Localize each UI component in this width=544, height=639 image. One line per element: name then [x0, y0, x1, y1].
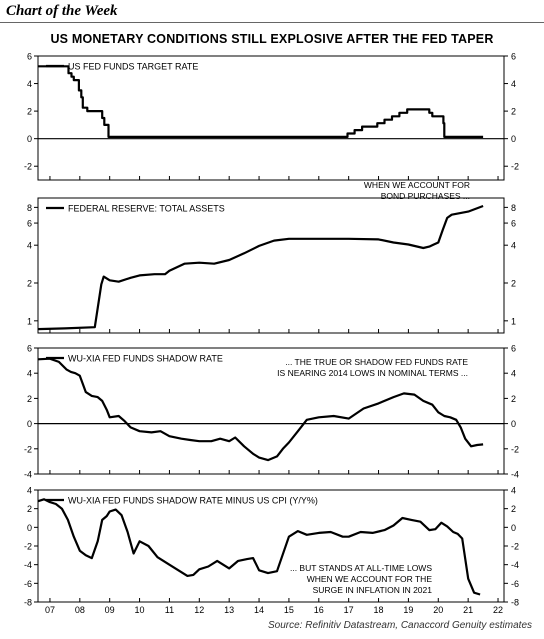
legend-label: WU-XIA FED FUNDS SHADOW RATE MINUS US CP…	[68, 496, 318, 506]
y-tick-label-right: -8	[511, 598, 519, 608]
panel-1-frame	[37, 55, 505, 181]
x-tick-label: 12	[194, 605, 204, 615]
x-tick-label: 13	[224, 605, 234, 615]
x-tick-label: 09	[105, 605, 115, 615]
y-tick-label-right: 4	[511, 486, 516, 496]
y-tick-label-right: 2	[511, 394, 516, 404]
x-tick-label: 15	[284, 605, 294, 615]
y-tick-label-right: -2	[511, 444, 519, 454]
y-tick-label-left: 6	[27, 52, 32, 62]
panel-2-series-line	[37, 204, 484, 331]
annotation-text: WHEN WE ACCOUNT FOR	[364, 180, 470, 190]
panel-4-series-line	[37, 498, 481, 596]
y-tick-label-left: 8	[27, 203, 32, 213]
y-tick-label-left: 2	[27, 504, 32, 514]
y-tick-label-right: 6	[511, 52, 516, 62]
y-tick-label-left: 4	[27, 79, 32, 89]
header-title: Chart of the Week	[6, 3, 118, 19]
y-tick-label-right: 2	[511, 279, 516, 289]
annotation-text: IS NEARING 2014 LOWS IN NOMINAL TERMS ..…	[277, 368, 468, 378]
y-tick-label-left: 6	[27, 219, 32, 229]
x-tick-label: 14	[254, 605, 264, 615]
y-tick-label-right: -2	[511, 162, 519, 172]
y-tick-label-right: 0	[511, 419, 516, 429]
x-tick-label: 17	[344, 605, 354, 615]
y-tick-label-left: -2	[24, 444, 32, 454]
y-tick-label-right: 4	[511, 241, 516, 251]
header-divider	[0, 22, 544, 23]
y-tick-label-left: 6	[27, 344, 32, 354]
y-tick-label-left: 0	[27, 523, 32, 533]
y-tick-label-right: 6	[511, 344, 516, 354]
y-tick-label-left: -6	[24, 579, 32, 589]
legend-label: FEDERAL RESERVE: TOTAL ASSETS	[68, 204, 225, 214]
y-tick-label-right: 2	[511, 107, 516, 117]
x-tick-label: 22	[493, 605, 503, 615]
y-tick-label-left: -2	[24, 162, 32, 172]
x-tick-label: 11	[165, 605, 174, 615]
annotation-text: WHEN WE ACCOUNT FOR THE	[307, 574, 433, 584]
y-tick-label-left: 4	[27, 486, 32, 496]
panel-1-series-line	[38, 65, 484, 138]
annotation-text: SURGE IN INFLATION IN 2021	[313, 585, 433, 595]
y-tick-label-left: 0	[27, 134, 32, 144]
y-tick-label-left: 4	[27, 241, 32, 251]
y-tick-label-right: 0	[511, 134, 516, 144]
y-tick-label-right: 2	[511, 504, 516, 514]
y-tick-label-right: -2	[511, 542, 519, 552]
y-tick-label-right: -4	[511, 470, 519, 480]
annotation-text: ... BUT STANDS AT ALL-TIME LOWS	[290, 563, 432, 573]
x-tick-label: 20	[433, 605, 443, 615]
x-tick-label: 16	[314, 605, 324, 615]
y-tick-label-right: 4	[511, 79, 516, 89]
y-tick-label-left: 4	[27, 369, 32, 379]
legend-label: US FED FUNDS TARGET RATE	[68, 62, 198, 72]
y-tick-label-left: 2	[27, 107, 32, 117]
y-tick-label-right: 4	[511, 369, 516, 379]
y-tick-label-left: 1	[27, 316, 32, 326]
x-tick-label: 10	[135, 605, 145, 615]
x-tick-label: 18	[374, 605, 384, 615]
annotation-text: BOND PURCHASES ...	[381, 191, 470, 201]
x-tick-label: 19	[403, 605, 413, 615]
y-tick-label-left: -4	[24, 470, 32, 480]
y-tick-label-left: -8	[24, 598, 32, 608]
y-tick-label-right: -4	[511, 560, 519, 570]
y-tick-label-right: 0	[511, 523, 516, 533]
x-tick-label: 08	[75, 605, 85, 615]
annotation-text: ... THE TRUE OR SHADOW FED FUNDS RATE	[285, 357, 468, 367]
y-tick-label-right: 8	[511, 203, 516, 213]
panel-4-frame	[37, 489, 505, 603]
y-tick-label-left: 0	[27, 419, 32, 429]
legend-label: WU-XIA FED FUNDS SHADOW RATE	[68, 354, 223, 364]
x-tick-label: 21	[463, 605, 473, 615]
y-tick-label-right: 6	[511, 219, 516, 229]
y-tick-label-left: -2	[24, 542, 32, 552]
y-tick-label-left: 2	[27, 279, 32, 289]
y-tick-label-left: 2	[27, 394, 32, 404]
x-tick-label: 07	[45, 605, 55, 615]
chart-title: US MONETARY CONDITIONS STILL EXPLOSIVE A…	[50, 32, 494, 46]
panel-3-series-line	[37, 357, 484, 462]
y-tick-label-left: -4	[24, 560, 32, 570]
source-note: Source: Refinitiv Datastream, Canaccord …	[268, 620, 532, 631]
panel-3-frame	[37, 347, 505, 475]
panel-2-frame	[37, 197, 505, 334]
y-tick-label-right: 1	[511, 316, 516, 326]
y-tick-label-right: -6	[511, 579, 519, 589]
